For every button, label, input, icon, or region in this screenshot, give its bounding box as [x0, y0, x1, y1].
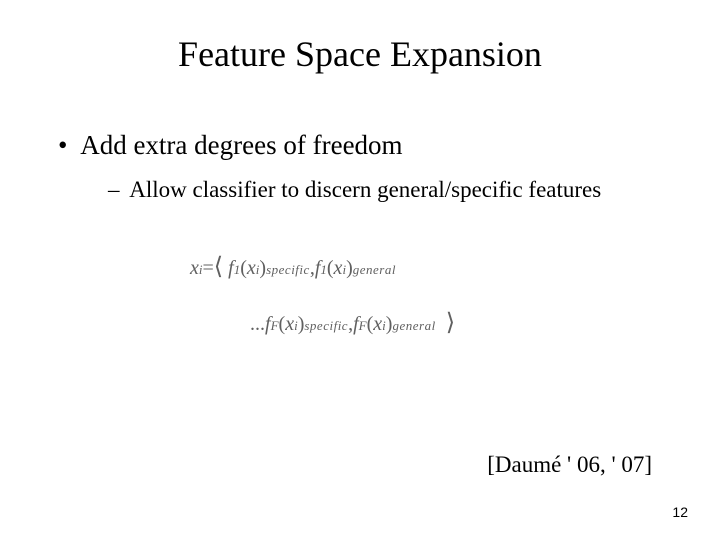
sup-general-1: general	[353, 257, 396, 283]
bullet-sub: Allow classifier to discern general/spec…	[108, 177, 680, 203]
sup-general-2: general	[392, 313, 435, 339]
page-number: 12	[672, 504, 688, 520]
paren-open-1: (	[240, 248, 247, 288]
angle-right: ⟩	[446, 299, 455, 347]
formula-line-1: xi = ⟨ f1(xi)specific , f1(xi)general	[190, 243, 680, 291]
arg-var-2: x	[334, 248, 343, 288]
formula-block: xi = ⟨ f1(xi)specific , f1(xi)general ..…	[190, 243, 680, 347]
bullet-main: Add extra degrees of freedom	[58, 130, 680, 161]
formula-line-2: ... fF(xi)specific , fF(xi)general ⟩	[250, 299, 680, 347]
paren-close-1: )	[259, 248, 266, 288]
sup-specific-2: specific	[304, 313, 348, 339]
paren-open-2: (	[327, 248, 334, 288]
citation: [Daumé ' 06, ' 07]	[487, 452, 652, 478]
slide-container: Feature Space Expansion Add extra degree…	[0, 0, 720, 540]
fF-a-sub: F	[271, 313, 279, 339]
formula-eq: =	[203, 248, 214, 288]
arg-var-3: x	[285, 304, 294, 344]
angle-left: ⟨	[214, 243, 223, 291]
fF-b-sub: F	[359, 313, 367, 339]
slide-title: Feature Space Expansion	[40, 33, 680, 75]
paren-close-4: )	[386, 304, 393, 344]
arg-var-4: x	[373, 304, 382, 344]
sup-specific-1: specific	[266, 257, 310, 283]
arg-var-1: x	[247, 248, 256, 288]
paren-close-3: )	[298, 304, 305, 344]
ellipsis: ...	[250, 304, 265, 344]
formula-var: x	[190, 248, 199, 288]
bullet-main-text: Add extra degrees of freedom	[80, 130, 402, 160]
bullet-sub-text: Allow classifier to discern general/spec…	[129, 177, 601, 202]
paren-close-2: )	[346, 248, 353, 288]
